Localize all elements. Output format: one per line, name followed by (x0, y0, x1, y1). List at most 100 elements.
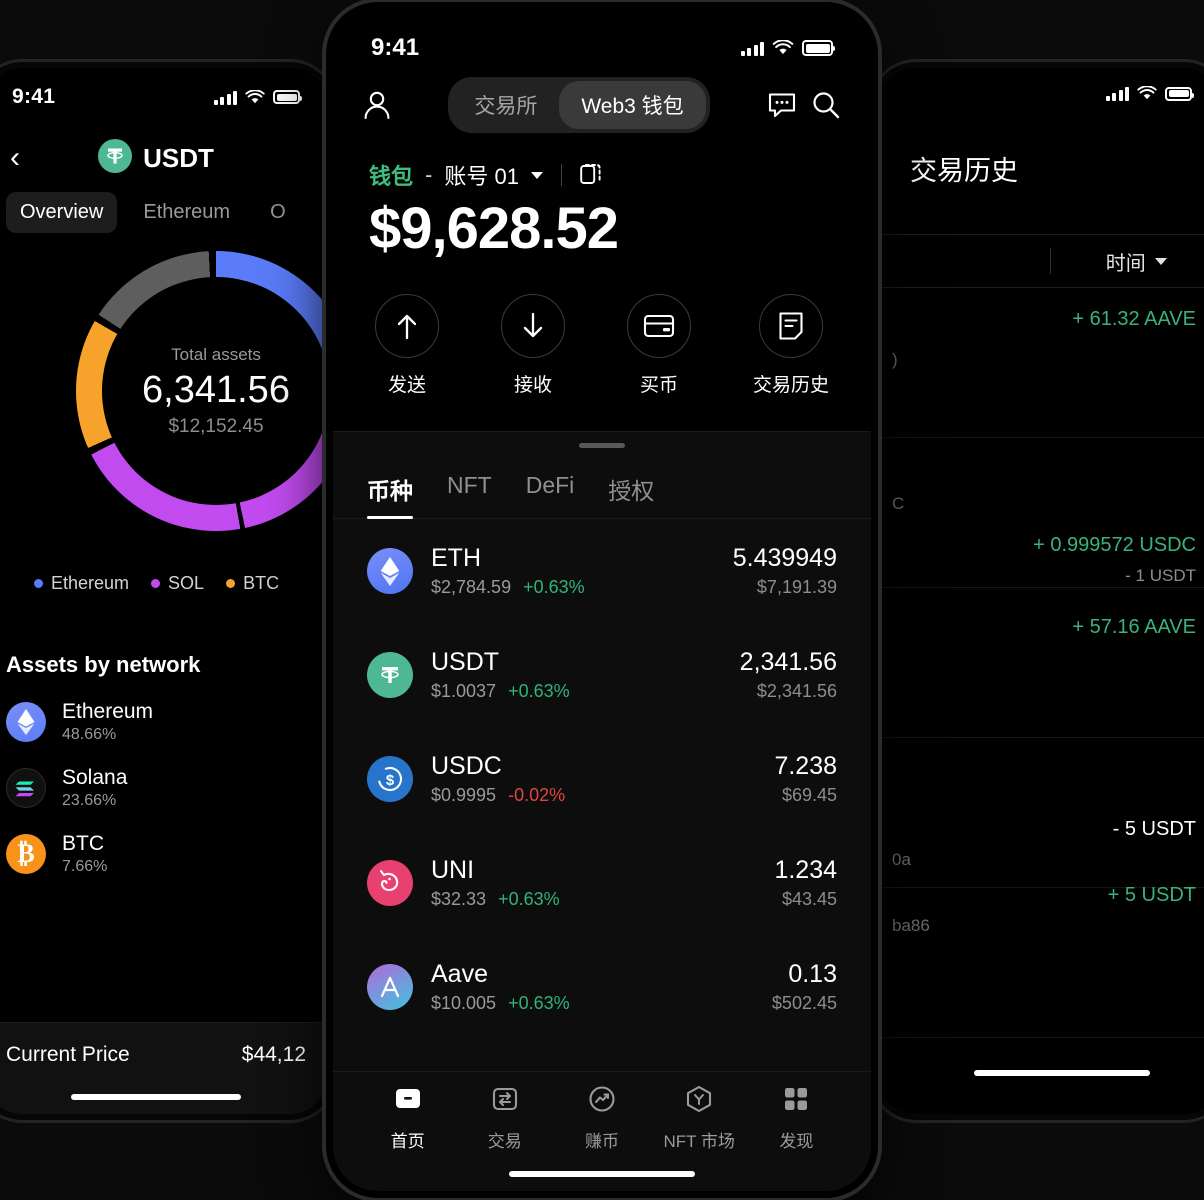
right-page-title: 交易历史 (910, 156, 1018, 186)
token-symbol: UNI (431, 856, 475, 884)
token-price: $1.0037 (431, 681, 497, 701)
legend-dot-ethereum (34, 579, 43, 588)
chevron-left-icon[interactable]: ‹ (10, 141, 20, 174)
action-label: 发送 (387, 375, 426, 396)
donut-ring (76, 251, 328, 531)
token-meta: $10.005 +0.63% (431, 993, 754, 1014)
nav-earn[interactable]: 赚币 (553, 1084, 650, 1152)
home-indicator (509, 1171, 695, 1177)
nav-trade[interactable]: 交易 (456, 1084, 553, 1152)
action-send[interactable]: 发送 (375, 294, 439, 397)
segment-web3-wallet[interactable]: Web3 钱包 (559, 81, 706, 129)
cellular-signal-icon (1105, 86, 1129, 101)
table-row[interactable]: ) + 61.32 AAVE (878, 288, 1204, 438)
ethereum-icon (6, 702, 46, 742)
donut-legend: Ethereum SOL BTC (0, 569, 328, 594)
home-indicator (71, 1094, 241, 1100)
sheet-drag-handle[interactable] (579, 443, 625, 448)
token-change: +0.63% (523, 577, 585, 597)
tab-defi[interactable]: DeFi (525, 472, 575, 498)
token-info: ETH $2,784.59 +0.63% (431, 544, 715, 598)
network-percent: 48.66% (62, 726, 117, 743)
token-symbol: USDT (143, 142, 214, 173)
table-row[interactable]: - 5 USDT 0a (878, 738, 1204, 888)
table-row[interactable]: + 57.16 AAVE (878, 588, 1204, 738)
filter-time[interactable]: 时间 (1051, 247, 1204, 276)
tab-approvals[interactable]: 授权 (608, 478, 655, 504)
network-name: Ethereum (62, 700, 154, 723)
tx-amount: + 57.16 AAVE (1072, 616, 1196, 638)
token-change: +0.63% (498, 889, 560, 909)
usdt-icon (367, 652, 413, 698)
tab-nft[interactable]: NFT (447, 472, 492, 498)
wallet-label: 钱包 (369, 164, 414, 189)
donut-hole (102, 277, 328, 505)
token-meta: $0.9995 -0.02% (431, 785, 756, 806)
donut-center-value: 6,341.56 (142, 368, 290, 411)
legend-item-btc: BTC (226, 573, 279, 594)
list-item[interactable]: $ USDC $0.9995 -0.02% 7.238 $ (333, 727, 871, 831)
divider (560, 164, 562, 186)
token-meta: $1.0037 +0.63% (431, 681, 722, 702)
copy-icon[interactable] (580, 161, 602, 190)
person-icon[interactable] (363, 90, 391, 120)
svg-text:$: $ (386, 772, 395, 789)
list-item[interactable]: USDT $1.0037 +0.63% 2,341.56 $2,341.56 (333, 623, 871, 727)
table-row[interactable]: + 5 USDT ba86 (878, 884, 1204, 1038)
token-sheet: 币种 NFT DeFi 授权 ETH $2,784.59 (333, 431, 871, 1191)
search-icon[interactable] (811, 90, 841, 120)
token-info: USDT $1.0037 +0.63% (431, 648, 722, 702)
status-icons (740, 40, 835, 56)
token-symbol: USDC (431, 752, 502, 780)
battery-icon (1165, 86, 1194, 101)
cellular-signal-icon (213, 90, 237, 105)
token-change: +0.63% (508, 681, 570, 701)
credit-card-icon (626, 294, 691, 358)
network-name: Solana (62, 766, 128, 789)
token-price: $10.005 (431, 993, 497, 1013)
receipt-icon (758, 294, 823, 358)
cellular-signal-icon (740, 41, 764, 56)
token-change: +0.63% (508, 993, 570, 1013)
account-selector[interactable]: 钱包 - 账号 01 (369, 159, 835, 191)
nav-discover[interactable]: 发现 (748, 1084, 845, 1152)
token-symbol: USDT (431, 648, 500, 676)
chat-icon[interactable] (767, 90, 797, 120)
action-buy[interactable]: 买币 (626, 294, 691, 397)
list-item[interactable]: Aave $10.005 +0.63% 0.13 $502.45 (333, 935, 871, 1039)
token-quantity: 1.234 (774, 856, 837, 884)
nav-home[interactable]: 首页 (359, 1084, 456, 1152)
action-history[interactable]: 交易历史 (753, 294, 829, 397)
segment-exchange[interactable]: 交易所 (474, 95, 538, 118)
token-value: $43.45 (781, 889, 837, 909)
wifi-icon (772, 40, 794, 55)
action-label: 交易历史 (752, 375, 829, 396)
legend-dot-btc (226, 579, 236, 588)
network-row-ethereum[interactable]: Ethereum 48.66% (0, 678, 328, 744)
network-percent: 7.66% (62, 858, 108, 875)
left-tab-strip: Overview Ethereum O (0, 174, 328, 233)
nav-nft-market[interactable]: NFT 市场 (651, 1084, 748, 1152)
network-row-solana[interactable]: Solana 23.66% (0, 744, 328, 810)
tab-coins[interactable]: 币种 (367, 472, 413, 519)
tab-other[interactable]: O (270, 201, 286, 223)
tx-hash: ) (892, 350, 898, 369)
right-status-bar (878, 68, 1204, 101)
list-item[interactable]: UNI $32.33 +0.63% 1.234 $43.45 (333, 831, 871, 935)
tab-overview[interactable]: Overview (6, 192, 118, 233)
network-row-btc[interactable]: ₿ BTC 7.66% (0, 810, 328, 876)
right-phone-transaction-history: 交易历史 时间 ) + 61.32 AAVE C + 0.999572 USDC… (872, 62, 1204, 1120)
nav-label: NFT 市场 (663, 1132, 735, 1151)
token-quantity: 0.13 (788, 960, 837, 988)
action-receive[interactable]: 接收 (500, 294, 565, 397)
token-value: $2,341.56 (756, 681, 837, 701)
token-info: USDC $0.9995 -0.02% (431, 752, 756, 806)
tab-ethereum[interactable]: Ethereum (143, 201, 231, 223)
account-name: 账号 01 (444, 164, 519, 189)
assets-by-network-title: Assets by network (6, 652, 201, 677)
arrow-up-icon (375, 294, 439, 358)
list-item[interactable]: ETH $2,784.59 +0.63% 5.439949 $7,191.39 (333, 519, 871, 623)
table-row[interactable]: C + 0.999572 USDC - 1 USDT (878, 438, 1204, 588)
page-title: USDT (0, 138, 328, 178)
status-icons (1105, 86, 1194, 101)
